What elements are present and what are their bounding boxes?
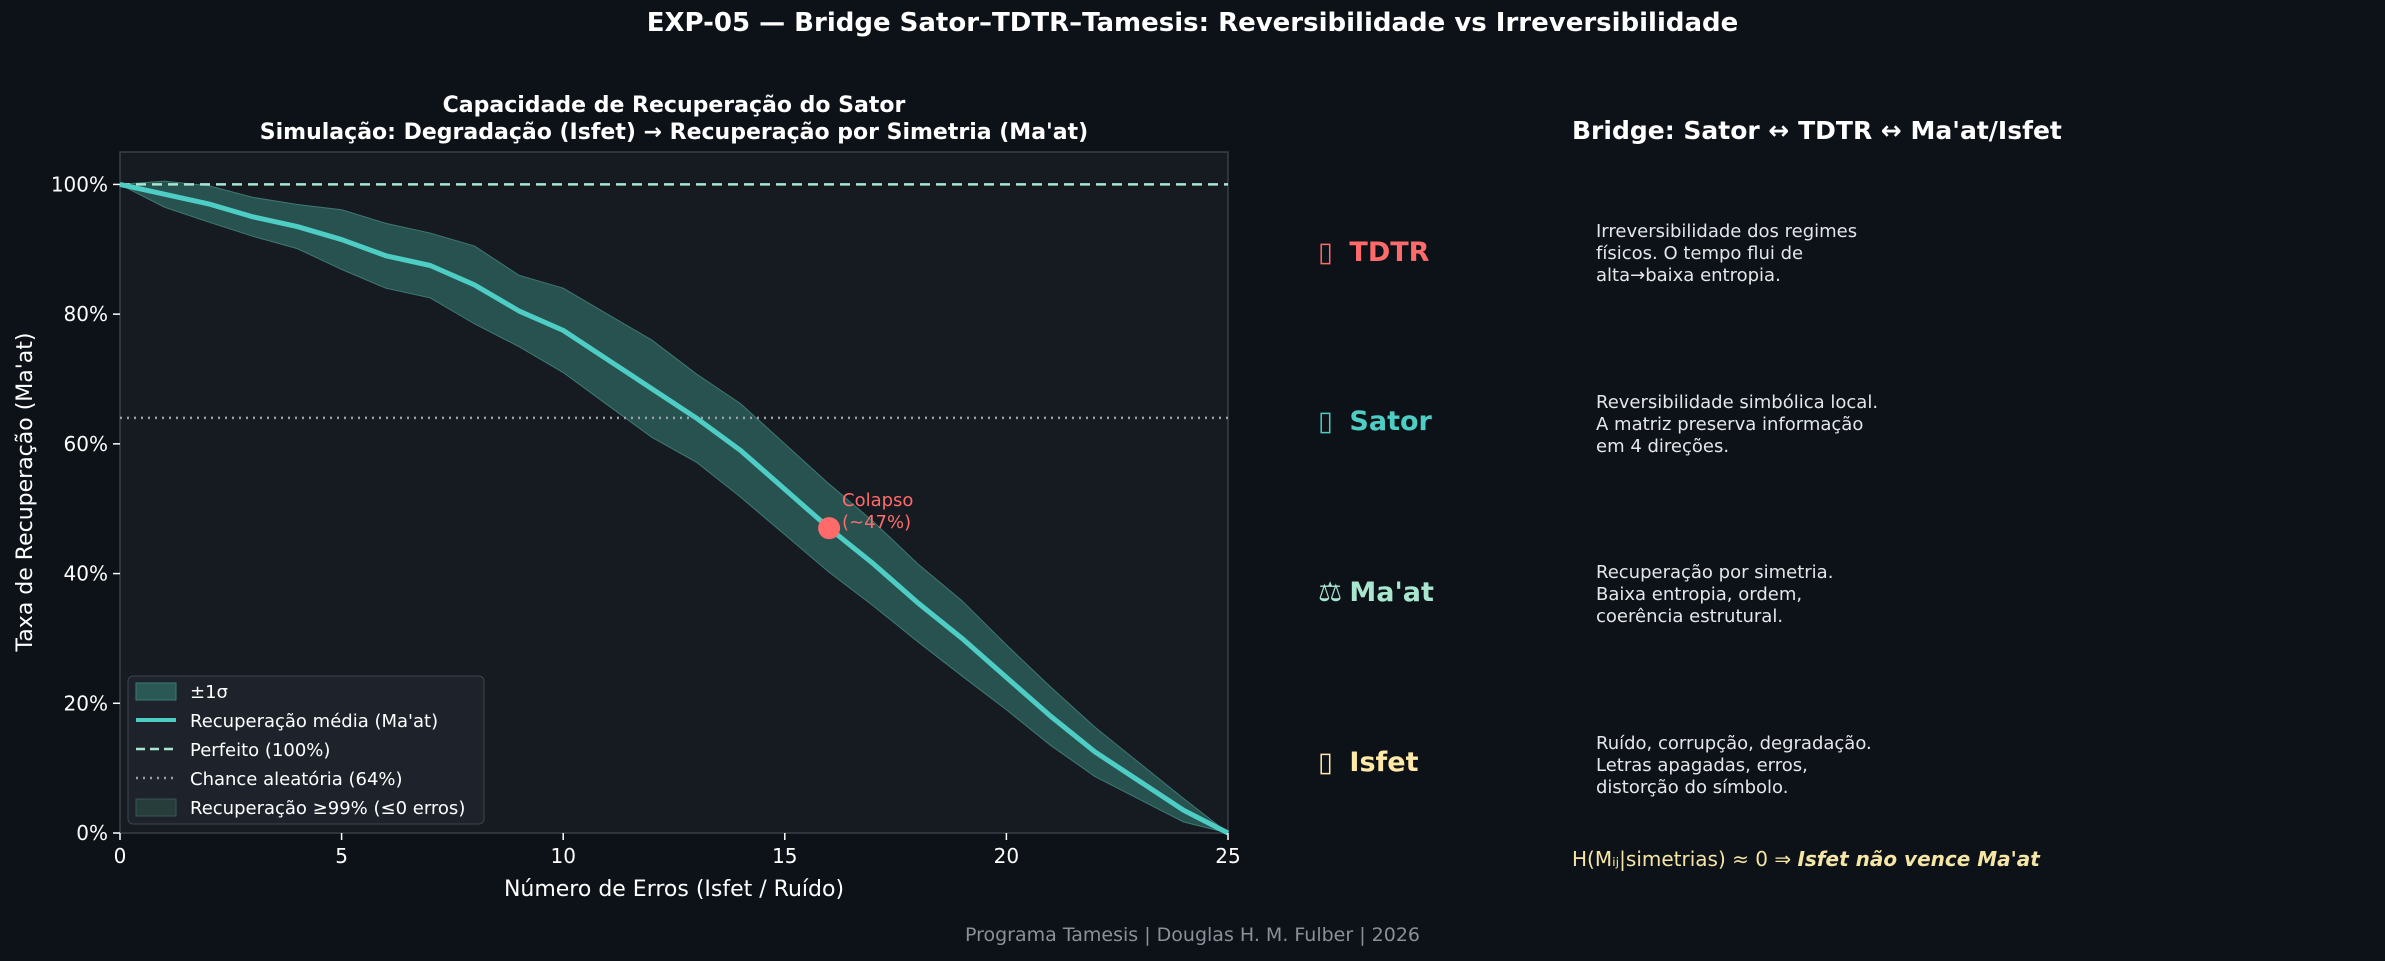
concept-sator-name: Sator [1349,406,1432,437]
legend-band-label: ±1σ [190,682,228,703]
bridge-title: Bridge: Sator ↔ TDTR ↔ Ma'at/Isfet [1572,116,2062,145]
legend-threshold-swatch [135,798,177,817]
concept-sator-label: ▯ Sator [1318,406,1432,437]
collapse-annotation-line2: (~47%) [842,512,911,533]
footer-credit: Programa Tamesis | Douglas H. M. Fulber … [964,924,1421,946]
y-axis-label: Taxa de Recuperação (Ma'at) [13,333,38,653]
legend-perfect-label: Perfeito (100%) [190,740,330,761]
x-tick-label: 15 [772,844,797,868]
figure-title: EXP-05 — Bridge Sator–TDTR–Tamesis: Reve… [646,8,1739,38]
tdtr-icon: ▯ [1318,237,1333,268]
concept-isfet-name: Isfet [1349,747,1419,778]
isfet-icon: ▯ [1318,747,1333,778]
y-tick-label: 60% [64,432,108,456]
chart-title-line2: Simulação: Degradação (Isfet) → Recupera… [260,120,1088,145]
legend-mean-label: Recuperação média (Ma'at) [190,711,438,732]
entropy-formula: H(Mᵢⱼ|simetrias) ≈ 0 ⇒ Isfet não vence M… [1572,847,2040,871]
concept-isfet-desc: Ruído, corrupção, degradação. Letras apa… [1596,733,1872,798]
x-tick-label: 5 [335,844,348,868]
y-tick-label: 40% [64,562,108,586]
concept-tdtr-desc: Irreversibilidade dos regimes físicos. O… [1596,221,1858,286]
sator-icon: ▯ [1318,406,1333,437]
concept-sator-desc: Reversibilidade simbólica local. A matri… [1596,392,1879,457]
x-tick-label: 25 [1215,844,1240,868]
legend-threshold-label: Recuperação ≥99% (≤0 erros) [190,798,465,819]
legend-band-swatch [135,682,177,701]
plot-marks [118,180,1230,836]
recovery-chart: Capacidade de Recuperação do Sator Simul… [13,93,1241,902]
scales-icon: ⚖ [1318,577,1343,608]
y-tick-label: 0% [76,821,108,845]
y-tick-label: 20% [64,691,108,715]
collapse-marker [818,517,841,540]
legend-chance-label: Chance aleatória (64%) [190,769,403,790]
formula-claim: Isfet não vence Ma'at [1797,847,2040,871]
mean-recovery-line [119,181,1230,836]
concept-isfet-label: ▯ Isfet [1318,747,1419,778]
concept-tdtr-label: ▯ TDTR [1318,237,1429,268]
x-tick-label: 0 [114,844,127,868]
concept-maat-label: ⚖ Ma'at [1318,577,1434,608]
concept-maat-name: Ma'at [1349,577,1434,608]
collapse-annotation-line1: Colapso [842,490,913,511]
y-tick-label: 100% [51,172,108,196]
chart-title-line1: Capacidade de Recuperação do Sator [443,93,906,118]
formula-math: H(Mᵢⱼ|simetrias) ≈ 0 ⇒ [1572,847,1798,871]
x-tick-label: 20 [994,844,1019,868]
y-tick-label: 80% [64,302,108,326]
legend-box [127,675,485,825]
x-axis-label: Número de Erros (Isfet / Ruído) [504,877,844,902]
x-tick-label: 10 [550,844,575,868]
chart-legend: ±1σ Recuperação média (Ma'at) Perfeito (… [127,675,485,825]
axes: 0 5 10 15 20 25 0% 20% 40% 60% 80% 100% [51,172,1241,868]
concept-tdtr-name: TDTR [1349,237,1430,268]
concept-maat-desc: Recuperação por simetria. Baixa entropia… [1596,562,1834,627]
